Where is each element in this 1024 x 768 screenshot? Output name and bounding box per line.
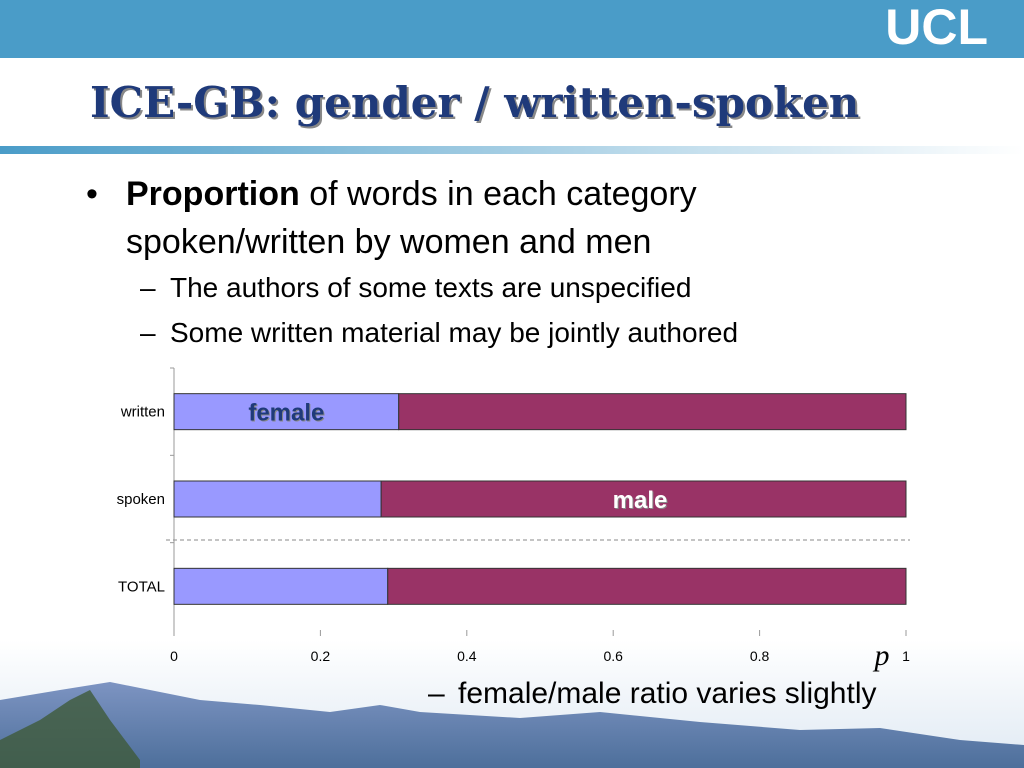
bullet: Proportion of words in each category spo… xyxy=(126,170,816,266)
bar-segment xyxy=(173,567,389,605)
x-axis-label: p xyxy=(873,639,890,672)
x-tick-label: 0 xyxy=(170,648,178,664)
footnote: female/male ratio varies slightly xyxy=(428,676,876,712)
series-label-shadow: male xyxy=(614,488,669,515)
x-tick-label: 0.4 xyxy=(457,648,477,664)
bar-segment xyxy=(398,393,907,431)
bullet-text: of words in each category spoken/written… xyxy=(126,175,697,261)
y-tick-label: spoken xyxy=(117,491,165,508)
bullet-dot: • xyxy=(86,175,98,213)
y-tick-label: written xyxy=(120,404,165,421)
x-tick-label: 1 xyxy=(902,648,910,664)
series-label: male xyxy=(613,487,668,514)
series-label: female xyxy=(248,400,324,427)
bar-segment xyxy=(387,567,907,605)
trees xyxy=(0,690,140,768)
bar-segment xyxy=(380,480,907,518)
mountains xyxy=(0,682,1024,768)
chart: 0 0.2 0.4 0.6 0.8 1pwrittenspokenTOTALfemalef… xyxy=(117,367,910,672)
x-tick-label: 0.2 xyxy=(311,648,331,664)
top-bar xyxy=(0,0,1024,58)
title: ICE-GB: gender / written-spoken xyxy=(90,78,859,127)
series-label-shadow: female xyxy=(249,401,325,428)
bar-segment xyxy=(173,480,382,518)
title-rule xyxy=(0,146,1024,154)
logo: UCL xyxy=(885,0,988,55)
x-tick-label: 0.8 xyxy=(750,648,770,664)
sub-bullet: The authors of some texts are unspecifie… xyxy=(140,270,691,306)
title-shadow: ICE-GB: gender / written-spoken xyxy=(92,80,861,129)
sub-bullet: Some written material may be jointly aut… xyxy=(140,315,738,351)
y-tick-label: TOTAL xyxy=(118,578,165,595)
x-tick-label: 0.6 xyxy=(603,648,623,664)
bullet-bold: Proportion xyxy=(126,175,300,213)
